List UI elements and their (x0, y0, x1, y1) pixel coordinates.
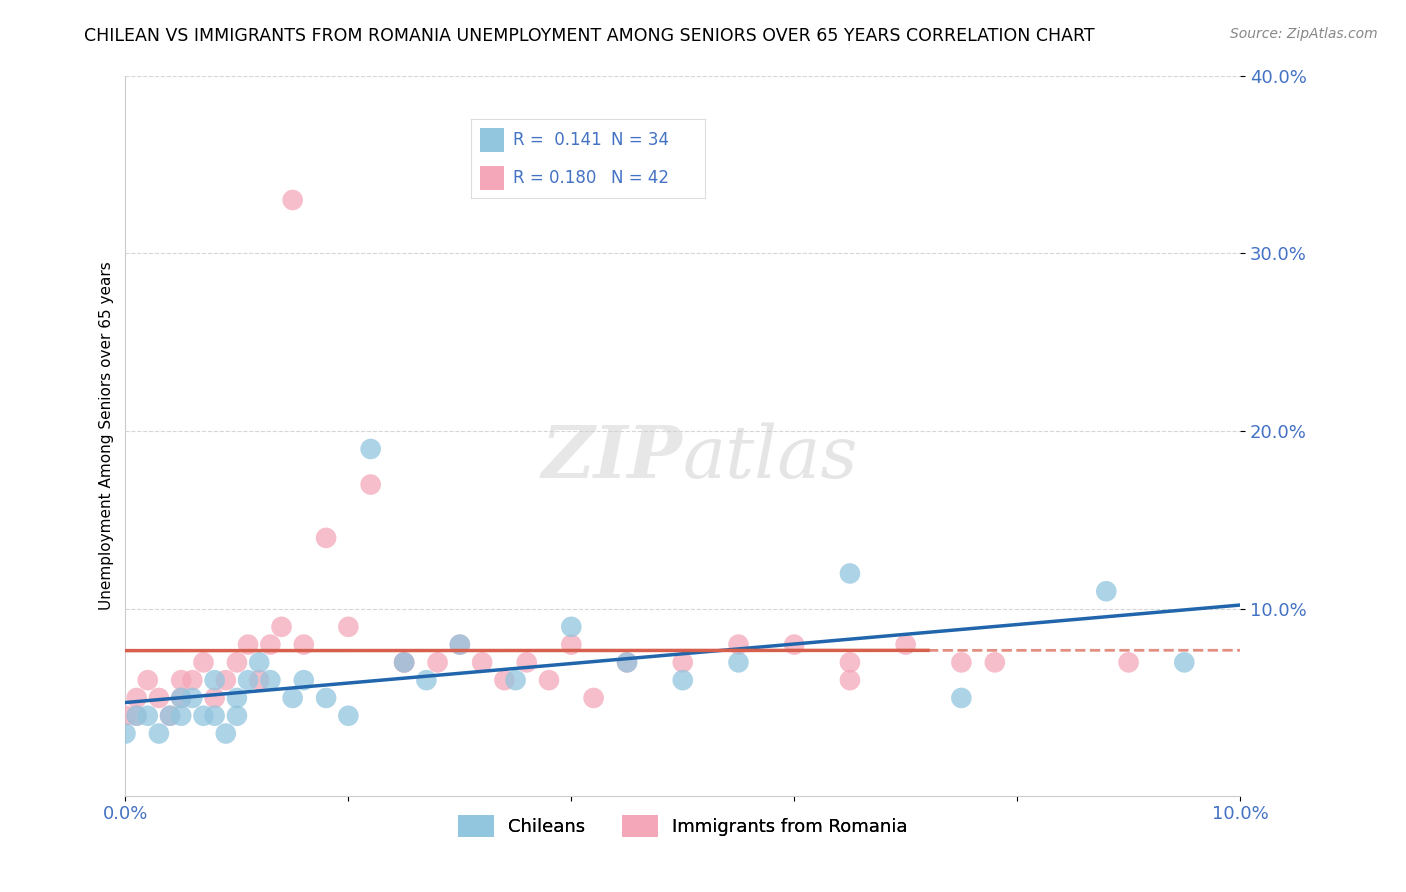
Point (170, 708, 193, 723)
Point (392, 656, 415, 670)
Point (125, 708, 148, 723)
Point (1118, 656, 1140, 670)
Point (727, 656, 749, 670)
Point (1173, 656, 1195, 670)
Point (170, 690, 193, 705)
Point (1095, 584, 1118, 599)
Point (315, 690, 337, 705)
Point (672, 673, 695, 688)
Point (616, 656, 638, 670)
Point (226, 656, 249, 670)
Point (281, 193, 304, 207)
Point (136, 708, 159, 723)
Point (337, 620, 360, 634)
Point (494, 673, 516, 688)
Point (215, 726, 238, 740)
Point (226, 708, 249, 723)
Point (537, 673, 560, 688)
Text: ZIP: ZIP (541, 422, 683, 492)
Point (181, 673, 204, 688)
Point (259, 638, 281, 652)
Point (236, 638, 259, 652)
Text: atlas: atlas (683, 422, 858, 492)
Point (193, 656, 215, 670)
Point (727, 638, 749, 652)
Point (292, 638, 315, 652)
Point (360, 442, 382, 456)
Point (125, 708, 148, 723)
Point (136, 673, 159, 688)
Point (181, 690, 204, 705)
Point (125, 690, 148, 705)
Point (247, 656, 270, 670)
Point (204, 708, 226, 723)
Text: CHILEAN VS IMMIGRANTS FROM ROMANIA UNEMPLOYMENT AMONG SENIORS OVER 65 YEARS CORR: CHILEAN VS IMMIGRANTS FROM ROMANIA UNEMP… (84, 27, 1095, 45)
Point (315, 531, 337, 545)
Point (426, 656, 449, 670)
Point (170, 690, 193, 705)
Point (204, 690, 226, 705)
Point (449, 638, 471, 652)
Point (204, 673, 226, 688)
Point (616, 656, 638, 670)
Point (392, 656, 415, 670)
Point (114, 726, 136, 740)
Text: Source: ZipAtlas.com: Source: ZipAtlas.com (1230, 27, 1378, 41)
Y-axis label: Unemployment Among Seniors over 65 years: Unemployment Among Seniors over 65 years (100, 261, 114, 610)
Point (783, 638, 806, 652)
Point (259, 673, 281, 688)
Point (215, 673, 238, 688)
Point (270, 620, 292, 634)
Point (159, 708, 181, 723)
Point (894, 638, 917, 652)
Point (449, 638, 471, 652)
Point (471, 656, 494, 670)
Point (984, 656, 1007, 670)
Legend: Chileans, Immigrants from Romania: Chileans, Immigrants from Romania (450, 808, 915, 845)
Point (839, 673, 862, 688)
Point (292, 673, 315, 688)
Point (193, 708, 215, 723)
Point (170, 673, 193, 688)
Point (560, 638, 582, 652)
Point (360, 477, 382, 491)
Point (582, 690, 605, 705)
Point (148, 690, 170, 705)
Point (148, 726, 170, 740)
Point (247, 673, 270, 688)
Point (114, 708, 136, 723)
Point (560, 620, 582, 634)
Point (839, 566, 862, 581)
Point (226, 690, 249, 705)
Point (159, 708, 181, 723)
Point (236, 673, 259, 688)
Point (392, 656, 415, 670)
Point (672, 656, 695, 670)
Point (281, 690, 304, 705)
Point (839, 656, 862, 670)
Point (337, 708, 360, 723)
Point (505, 673, 527, 688)
Point (415, 673, 437, 688)
Point (950, 690, 973, 705)
Point (950, 656, 973, 670)
Point (516, 656, 538, 670)
